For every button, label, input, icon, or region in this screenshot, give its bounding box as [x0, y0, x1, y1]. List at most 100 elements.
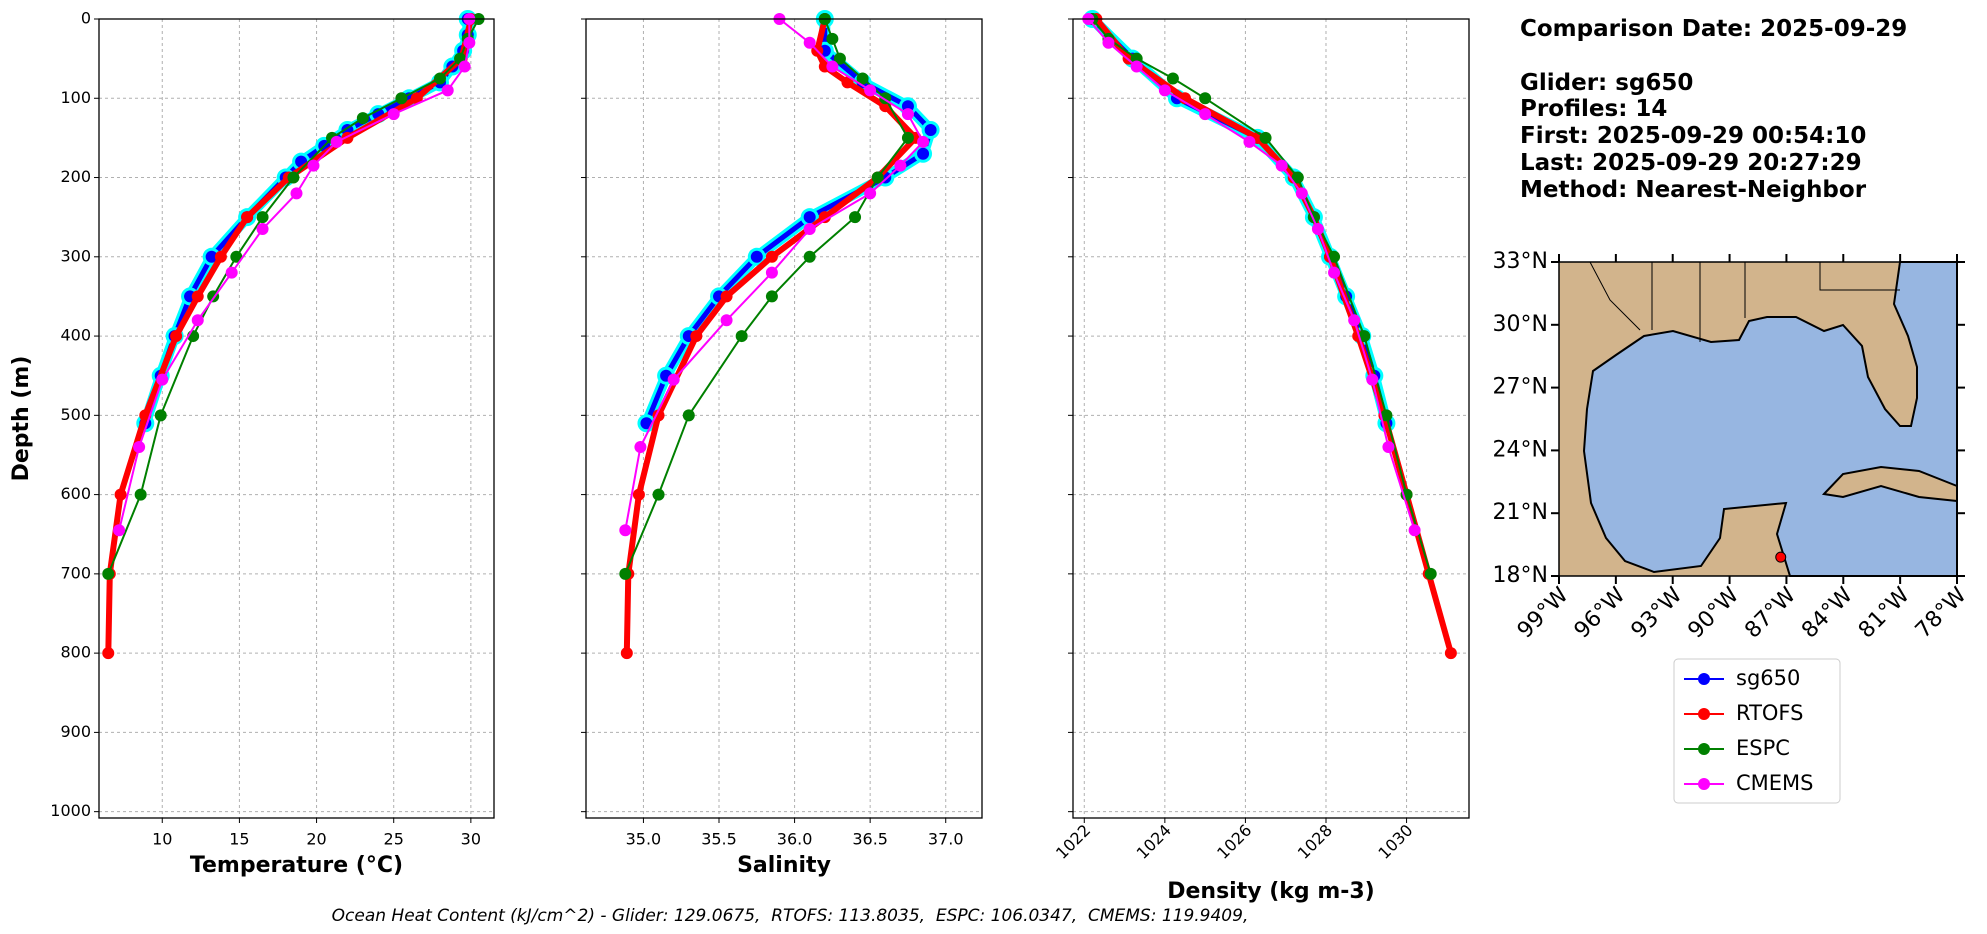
- x-tick-label: 1026: [1213, 821, 1255, 863]
- marker: [1358, 330, 1371, 343]
- marker: [917, 147, 930, 160]
- x-tick-label: 35.5: [701, 830, 737, 849]
- x-tick-label: 1022: [1052, 821, 1094, 863]
- axes-frame: [98, 18, 495, 819]
- marker: [1444, 647, 1457, 660]
- marker: [1199, 108, 1212, 121]
- x-tick-label: 93°W: [1627, 583, 1688, 644]
- info-line: Glider: sg650: [1520, 70, 1693, 96]
- x-tick-label: 1028: [1294, 821, 1336, 863]
- x-tick-label: 10: [152, 830, 172, 849]
- marker: [1328, 266, 1341, 279]
- marker: [1130, 60, 1143, 73]
- marker: [1328, 250, 1341, 263]
- marker: [1408, 524, 1421, 537]
- series-line: [1091, 18, 1432, 575]
- x-tick-label: 81°W: [1854, 583, 1915, 644]
- marker: [102, 567, 115, 580]
- x-tick-label: 37.0: [928, 830, 964, 849]
- x-tick-label: 1030: [1374, 821, 1416, 863]
- marker: [856, 72, 869, 85]
- marker: [205, 250, 218, 263]
- x-tick-label: 36.5: [852, 830, 888, 849]
- legend-marker: [1698, 708, 1710, 720]
- series-line: [105, 18, 474, 654]
- marker: [803, 36, 816, 49]
- legend-label: sg650: [1736, 666, 1800, 690]
- x-tick-label: 87°W: [1740, 583, 1801, 644]
- marker: [1158, 84, 1171, 97]
- x-tick-label: 20: [306, 830, 326, 849]
- marker: [463, 36, 476, 49]
- info-line: Method: Nearest-Neighbor: [1520, 177, 1867, 203]
- glider-position: [1775, 551, 1787, 563]
- marker: [287, 171, 300, 184]
- series-edge: [1088, 15, 1392, 425]
- marker: [1380, 409, 1393, 422]
- map-background: [1558, 261, 1958, 577]
- x-tick-label: 1024: [1133, 821, 1175, 863]
- legend-label: CMEMS: [1736, 771, 1814, 795]
- water: [1582, 261, 1958, 577]
- y-tick-label: 30°N: [1493, 312, 1548, 337]
- marker: [864, 187, 877, 200]
- marker: [1295, 187, 1308, 200]
- y-tick-label: 400: [60, 326, 91, 345]
- info-line: Profiles: 14: [1520, 96, 1667, 122]
- x-tick-label: 90°W: [1683, 583, 1744, 644]
- legend-marker: [1698, 778, 1710, 790]
- marker: [682, 409, 695, 422]
- marker: [230, 250, 243, 263]
- y-tick-label: 800: [60, 643, 91, 662]
- marker: [387, 108, 400, 121]
- marker: [1275, 159, 1288, 172]
- marker: [154, 409, 167, 422]
- marker: [620, 647, 633, 660]
- marker: [156, 373, 169, 386]
- marker: [826, 32, 839, 45]
- y-tick-label: 700: [60, 563, 91, 582]
- y-tick-label: 1000: [50, 801, 91, 820]
- x-axis-label: Temperature (°C): [190, 853, 403, 878]
- marker: [901, 131, 914, 144]
- x-tick-label: 36.0: [777, 830, 813, 849]
- marker: [458, 60, 471, 73]
- x-tick-label: 84°W: [1797, 583, 1858, 644]
- footer: Ocean Heat Content (kJ/cm^2) - Glider: 1…: [332, 906, 1249, 926]
- marker: [1424, 567, 1437, 580]
- series-line: [1090, 17, 1389, 424]
- marker: [191, 290, 204, 303]
- marker: [170, 330, 183, 343]
- marker: [803, 250, 816, 263]
- marker: [433, 72, 446, 85]
- y-tick-label: 500: [60, 405, 91, 424]
- marker: [803, 211, 816, 224]
- marker: [720, 290, 733, 303]
- marker: [640, 417, 653, 430]
- marker: [720, 314, 733, 327]
- map-frame: [1558, 261, 1958, 577]
- marker: [765, 250, 778, 263]
- marker: [619, 567, 632, 580]
- y-tick-label: 21°N: [1493, 500, 1548, 525]
- legend-box: [1673, 658, 1841, 804]
- info-line: First: 2025-09-29 00:54:10: [1520, 123, 1866, 149]
- marker: [652, 488, 665, 501]
- marker: [735, 330, 748, 343]
- y-tick-label: 18°N: [1493, 563, 1548, 588]
- marker: [1166, 72, 1179, 85]
- marker: [1348, 314, 1361, 327]
- marker: [765, 266, 778, 279]
- marker: [1102, 36, 1115, 49]
- x-tick-label: 35.0: [626, 830, 662, 849]
- marker: [307, 159, 320, 172]
- marker: [1291, 171, 1304, 184]
- y-tick-label: 600: [60, 484, 91, 503]
- x-tick-label: 30: [461, 830, 481, 849]
- y-tick-label: 0: [81, 9, 91, 28]
- x-axis-label: Salinity: [737, 853, 831, 878]
- marker: [356, 112, 369, 125]
- marker: [241, 211, 254, 224]
- marker: [1311, 223, 1324, 236]
